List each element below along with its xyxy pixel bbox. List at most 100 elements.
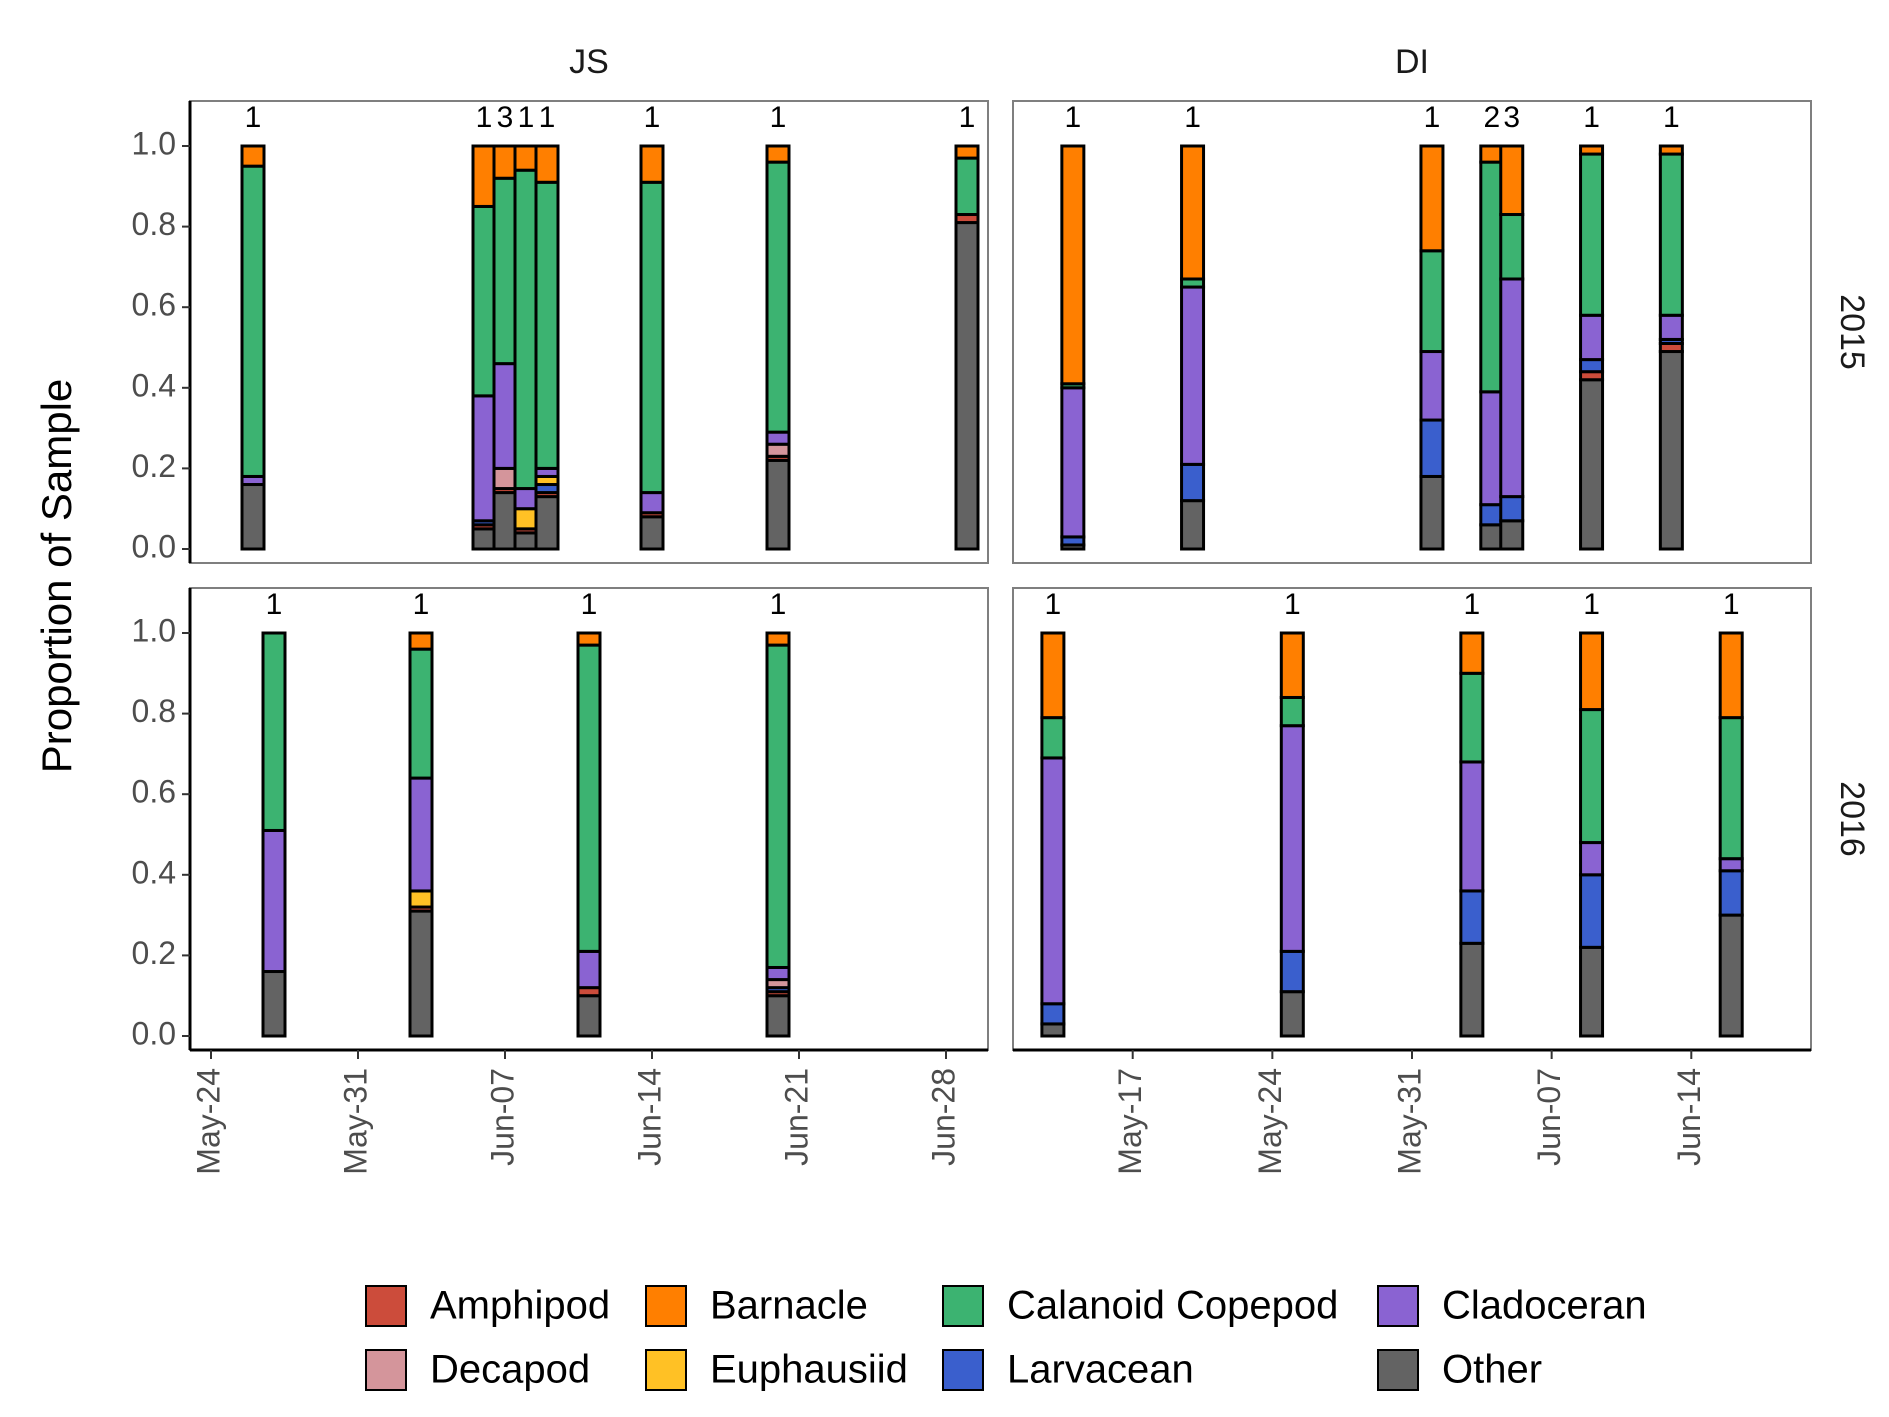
x-tick-label: Jun-07 xyxy=(1531,1068,1567,1166)
sample-count-label: 1 xyxy=(1424,101,1441,134)
bar-segment-cladoceran xyxy=(1060,386,1086,539)
sample-count-label: 3 xyxy=(1503,101,1520,134)
panel-border xyxy=(1012,100,1812,564)
bar-segment-calanoid-copepod xyxy=(1499,213,1525,281)
bar-segment-other xyxy=(765,458,791,551)
bar-segment-calanoid-copepod xyxy=(639,180,665,495)
bar-segment-other xyxy=(513,531,539,551)
bar-segment-calanoid-copepod xyxy=(492,176,518,366)
bar-segment-other xyxy=(534,495,560,551)
sample-count-label: 1 xyxy=(770,101,787,134)
x-tick-label: Jun-21 xyxy=(778,1068,814,1166)
bar-segment-larvacean xyxy=(1579,873,1605,949)
bar-segment-other xyxy=(1718,913,1744,1038)
bar-segment-larvacean xyxy=(1579,358,1605,374)
bar-segment-calanoid-copepod xyxy=(576,643,602,953)
bar-segment-cladoceran xyxy=(1180,285,1206,466)
legend-label: Larvacean xyxy=(1007,1348,1194,1392)
facet-strip-2015: 2015 xyxy=(1833,294,1871,370)
bar-segment-cladoceran xyxy=(765,965,791,982)
panel-js-2016: 0.0 0.2 0.4 0.6 0.8 1.0 1 1 1 1 May-24 May-31 Jun-07… xyxy=(132,587,989,1175)
bar-segment-cladoceran xyxy=(576,949,602,990)
panel-border xyxy=(1012,587,1812,1051)
bar-segment-cladoceran xyxy=(1579,313,1605,362)
bar-segment-barnacle xyxy=(534,144,560,184)
legend-label: Cladoceran xyxy=(1442,1284,1647,1328)
bar-segment-other xyxy=(240,483,266,551)
x-tick-label: May-24 xyxy=(190,1068,226,1175)
legend-swatch-cladoceran xyxy=(1377,1285,1419,1327)
bar-segment-barnacle xyxy=(1499,144,1525,217)
bar-segment-other xyxy=(408,909,434,1038)
bar-segment-other xyxy=(492,491,518,551)
sample-count-label: 1 xyxy=(1583,588,1600,621)
y-axis-title: Proportion of Sample xyxy=(33,379,80,774)
bar-segment-calanoid-copepod xyxy=(1279,695,1305,728)
bar-segment-cladoceran xyxy=(765,430,791,446)
bar-segment-barnacle xyxy=(1579,144,1605,156)
facet-strip-di: DI xyxy=(1395,43,1429,81)
y-tick-label: 0.2 xyxy=(132,935,176,971)
legend-label: Calanoid Copepod xyxy=(1007,1284,1338,1328)
sample-count-label: 1 xyxy=(539,101,556,134)
x-tick-label: Jun-14 xyxy=(631,1068,667,1166)
bar-segment-other xyxy=(1579,945,1605,1038)
bar-segment-decapod xyxy=(765,442,791,458)
legend-swatch-other xyxy=(1377,1349,1419,1391)
bar-segment-barnacle xyxy=(1658,144,1684,156)
bar-segment-larvacean xyxy=(1180,462,1206,503)
bar-segment-barnacle xyxy=(240,144,266,168)
x-tick-label: Jun-28 xyxy=(925,1068,961,1166)
bar-segment-other xyxy=(1579,378,1605,551)
bar-segment-barnacle xyxy=(492,144,518,180)
x-tick-label: May-31 xyxy=(337,1068,373,1175)
bar-segment-barnacle xyxy=(1180,144,1206,281)
sample-count-label: 1 xyxy=(266,588,283,621)
y-tick-label: 0.2 xyxy=(132,448,176,484)
bar-segment-other xyxy=(1040,1022,1066,1038)
sample-count-label: 1 xyxy=(959,101,976,134)
bar-segment-euphausiid xyxy=(513,507,539,531)
bar-segment-cladoceran xyxy=(1658,313,1684,341)
bar-segment-other xyxy=(1279,990,1305,1038)
bar-segment-barnacle xyxy=(765,144,791,164)
bar-segment-calanoid-copepod xyxy=(534,180,560,470)
bar-segment-other xyxy=(1419,474,1445,551)
bar-segment-barnacle xyxy=(765,631,791,647)
bar-segment-larvacean xyxy=(1419,418,1445,478)
bar-segment-calanoid-copepod xyxy=(1419,249,1445,354)
bar-segment-calanoid-copepod xyxy=(1040,716,1066,760)
panel-di-2016: 1 1 1 1 1 May-17 May-24 May-31 Jun-07 Jun-14 xyxy=(1012,587,1812,1175)
bar-segment-cladoceran xyxy=(1040,756,1066,1006)
bar-segment-larvacean xyxy=(1718,869,1744,917)
y-tick-label: 0.4 xyxy=(132,854,176,890)
bar-segment-other xyxy=(1180,499,1206,551)
bar-segment-other xyxy=(576,994,602,1038)
legend-label: Euphausiid xyxy=(710,1348,908,1392)
bar-segment-barnacle xyxy=(1060,144,1086,386)
y-tick-label: 0.0 xyxy=(132,528,176,564)
legend-label: Amphipod xyxy=(430,1284,610,1328)
bar-segment-cladoceran xyxy=(1499,277,1525,499)
y-tick-label: 0.8 xyxy=(132,693,176,729)
bar-segment-barnacle xyxy=(639,144,665,184)
bar-segment-cladoceran xyxy=(492,362,518,470)
bar-segment-barnacle xyxy=(1718,631,1744,720)
bar-segment-barnacle xyxy=(471,144,497,208)
y-tick-label: 0.0 xyxy=(132,1015,176,1051)
bar-segment-barnacle xyxy=(1279,631,1305,699)
bar-segment-calanoid-copepod xyxy=(1459,671,1485,764)
x-tick-label: May-17 xyxy=(1112,1068,1148,1175)
bar-segment-calanoid-copepod xyxy=(954,156,980,217)
sample-count-label: 1 xyxy=(413,588,430,621)
bar-segment-other xyxy=(765,994,791,1038)
bar-segment-larvacean xyxy=(1279,949,1305,994)
bar-segment-other xyxy=(954,221,980,551)
sample-count-label: 1 xyxy=(1583,101,1600,134)
bar-segment-cladoceran xyxy=(1459,760,1485,893)
bar-segment-calanoid-copepod xyxy=(408,647,434,780)
bar-segment-cladoceran xyxy=(1279,724,1305,953)
legend: Amphipod Barnacle Calanoid Copepod Cladocer… xyxy=(365,1284,1647,1392)
sample-count-label: 1 xyxy=(581,588,598,621)
bar-segment-larvacean xyxy=(1459,889,1485,945)
